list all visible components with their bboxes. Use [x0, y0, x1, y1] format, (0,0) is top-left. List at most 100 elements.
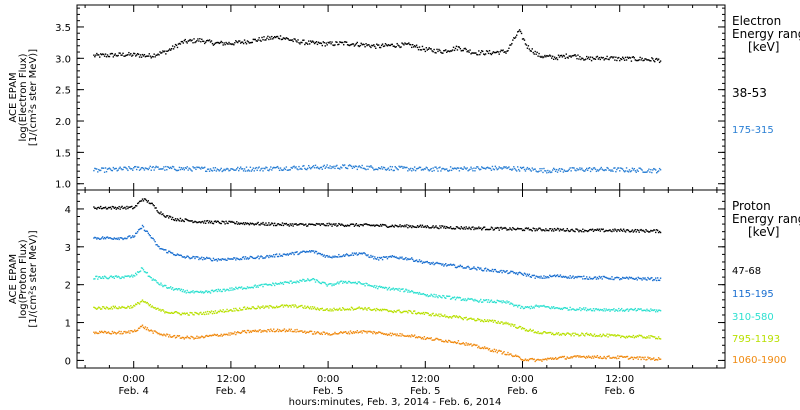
- data-point: [501, 301, 503, 304]
- data-point: [180, 288, 183, 291]
- legend-entry: 175-315: [732, 125, 774, 136]
- data-point: [530, 276, 532, 278]
- data-point: [440, 51, 442, 54]
- data-point: [130, 275, 132, 277]
- data-point: [235, 222, 237, 225]
- data-point: [117, 54, 119, 57]
- data-point: [112, 56, 115, 58]
- data-point: [163, 285, 165, 287]
- data-point: [626, 355, 629, 358]
- data-point: [553, 168, 556, 171]
- data-point: [409, 258, 411, 260]
- data-point: [549, 331, 551, 334]
- data-point: [278, 169, 281, 172]
- data-point: [287, 223, 289, 226]
- data-point: [564, 358, 567, 360]
- data-point: [173, 288, 176, 291]
- data-point: [121, 333, 123, 335]
- data-point: [578, 308, 580, 311]
- data-point: [463, 267, 465, 269]
- data-point: [167, 215, 169, 217]
- data-point: [543, 304, 545, 307]
- data-point: [471, 52, 473, 54]
- data-point: [227, 310, 229, 313]
- data-point: [422, 226, 425, 228]
- data-point: [129, 167, 131, 169]
- x-tick-time-label: 12:00: [605, 374, 634, 385]
- data-point: [226, 333, 228, 336]
- data-point: [551, 358, 553, 360]
- data-point: [593, 276, 596, 279]
- data-point: [566, 170, 568, 172]
- data-point: [567, 332, 569, 334]
- data-point: [518, 170, 521, 172]
- data-point: [419, 313, 422, 315]
- data-point: [218, 311, 220, 313]
- data-point: [149, 202, 151, 205]
- data-point: [190, 257, 192, 259]
- data-point: [657, 357, 660, 359]
- data-point: [188, 291, 190, 294]
- data-point: [230, 289, 232, 291]
- data-point: [320, 223, 323, 225]
- data-point: [371, 166, 373, 168]
- data-point: [437, 338, 439, 340]
- data-point: [574, 54, 576, 56]
- data-point: [576, 333, 578, 336]
- data-point: [145, 199, 148, 202]
- data-point: [480, 51, 482, 54]
- data-point: [281, 255, 284, 257]
- data-point: [139, 301, 142, 303]
- data-point: [629, 308, 632, 310]
- data-point: [502, 49, 504, 51]
- legend-entry: 115-195: [732, 289, 774, 300]
- data-point: [175, 336, 178, 338]
- data-point: [403, 310, 405, 313]
- data-point: [383, 333, 386, 335]
- data-point: [463, 317, 465, 319]
- data-point: [147, 275, 150, 277]
- data-point: [335, 309, 337, 311]
- data-point: [401, 311, 403, 314]
- data-point: [206, 291, 209, 294]
- data-point: [466, 344, 468, 346]
- data-point: [528, 229, 531, 231]
- data-point: [649, 337, 651, 339]
- data-point: [167, 166, 169, 168]
- data-point: [116, 55, 118, 57]
- data-point: [652, 58, 654, 60]
- data-point: [469, 49, 471, 51]
- data-point: [645, 278, 647, 281]
- data-point: [102, 331, 105, 334]
- data-point: [373, 258, 375, 260]
- data-point: [531, 230, 533, 232]
- data-point: [649, 171, 651, 173]
- data-point: [597, 170, 600, 172]
- data-point: [523, 359, 526, 362]
- data-point: [626, 56, 629, 58]
- data-point: [142, 300, 145, 303]
- data-point: [489, 300, 492, 302]
- data-point: [454, 47, 457, 50]
- data-point: [337, 256, 339, 258]
- data-point: [567, 357, 569, 359]
- data-point: [288, 304, 290, 307]
- data-point: [509, 323, 511, 325]
- data-point: [119, 52, 121, 54]
- data-point: [476, 227, 478, 229]
- data-point: [315, 41, 318, 43]
- data-point: [95, 307, 97, 310]
- data-point: [539, 55, 541, 58]
- data-point: [452, 46, 455, 49]
- data-point: [223, 311, 225, 313]
- data-point: [471, 298, 473, 300]
- data-point: [427, 312, 429, 315]
- data-point: [219, 41, 221, 44]
- data-point: [118, 276, 120, 278]
- data-point: [179, 217, 182, 220]
- data-point: [185, 167, 187, 170]
- data-point: [295, 305, 297, 307]
- data-point: [544, 277, 546, 279]
- data-point: [310, 41, 313, 43]
- data-point: [635, 59, 637, 62]
